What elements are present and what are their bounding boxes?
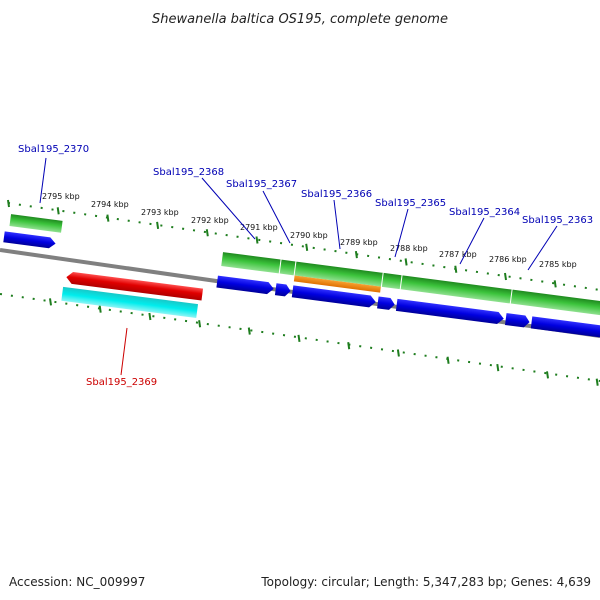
gene-feature-sbal195-2369[interactable]: [61, 271, 204, 318]
tick-label-2787: 2787 kbp: [439, 250, 477, 259]
tick-mark-minus: [98, 305, 102, 313]
ruler-ticks: [7, 199, 599, 386]
footer-topology: Topology: circular; Length: 5,347,283 bp…: [260, 575, 591, 589]
gene-label-sbal195-2367[interactable]: Sbal195_2367: [226, 179, 297, 190]
cds-arrow-2368[interactable]: [216, 275, 274, 295]
gene-label-sbal195-2369[interactable]: Sbal195_2369: [86, 377, 157, 388]
footer-accession: Accession: NC_009997: [9, 575, 145, 589]
ruler-tick-labels: 2795 kbp 2794 kbp 2793 kbp 2792 kbp 2791…: [42, 192, 577, 269]
gene-labels: Sbal195_2370 Sbal195_2369 Sbal195_2368 S…: [18, 144, 593, 388]
gene-label-sbal195-2368[interactable]: Sbal195_2368: [153, 167, 224, 178]
tick-mark-plus: [56, 207, 60, 215]
gene-green-2363[interactable]: [510, 289, 600, 317]
gene-green-2365[interactable]: [381, 272, 402, 290]
cds-arrow-2363[interactable]: [504, 313, 530, 328]
gene-feature-sbal195-2370[interactable]: [3, 214, 63, 250]
map-title: Shewanella baltica OS195, complete genom…: [152, 12, 448, 27]
tick-mark-plus: [504, 272, 507, 281]
tick-mark-minus: [148, 312, 152, 321]
tick-mark-minus: [347, 342, 351, 350]
label-leaders: [39, 157, 558, 376]
gene-green-2367[interactable]: [279, 259, 296, 276]
tick-label-2792: 2792 kbp: [191, 216, 229, 225]
gene-green-2364[interactable]: [400, 275, 512, 304]
tick-label-2788: 2788 kbp: [390, 244, 428, 253]
gene-green-2368[interactable]: [221, 252, 281, 274]
tick-mark-minus: [446, 356, 450, 364]
tick-mark-plus: [454, 265, 458, 273]
tick-mark-minus: [595, 378, 599, 386]
ruler-track-plus: [7, 202, 600, 291]
tick-label-2785: 2785 kbp: [539, 260, 577, 269]
cds-arrow-2369: [66, 271, 204, 301]
gene-label-sbal195-2366[interactable]: Sbal195_2366: [301, 189, 372, 200]
gene-green-2366[interactable]: [294, 261, 383, 287]
cds-arrow-2364[interactable]: [395, 298, 505, 325]
gene-feature-cluster-plus: [216, 252, 600, 340]
tick-mark-minus: [396, 349, 400, 357]
gene-label-sbal195-2365[interactable]: Sbal195_2365: [375, 198, 446, 209]
ruler-track-minus: [0, 293, 600, 382]
tick-label-2786: 2786 kbp: [489, 255, 527, 264]
tick-mark-minus: [198, 320, 202, 328]
cds-arrow-2367[interactable]: [274, 283, 291, 297]
tick-mark-plus: [106, 214, 110, 222]
cds-arrow-2366[interactable]: [291, 285, 377, 308]
gene-label-sbal195-2364[interactable]: Sbal195_2364: [449, 207, 520, 218]
gene-label-sbal195-2363[interactable]: Sbal195_2363: [522, 215, 593, 226]
tick-label-2790: 2790 kbp: [290, 231, 328, 240]
tick-mark-plus: [205, 229, 209, 237]
gene-orange-2366[interactable]: [293, 275, 381, 293]
tick-mark-minus: [546, 371, 549, 379]
tick-mark-minus: [247, 327, 251, 335]
tick-label-2794: 2794 kbp: [91, 200, 129, 209]
tick-mark-plus: [404, 258, 408, 266]
tick-mark-minus: [49, 298, 52, 306]
gene-cyan-2369: [61, 286, 199, 318]
tick-mark-minus: [297, 334, 301, 343]
tick-mark-plus: [156, 221, 160, 230]
tick-label-2791: 2791 kbp: [240, 223, 278, 232]
tick-mark-plus: [354, 250, 358, 259]
tick-mark-plus: [255, 236, 259, 244]
tick-mark-plus: [553, 280, 557, 288]
gene-label-sbal195-2370[interactable]: Sbal195_2370: [18, 144, 89, 155]
tick-mark-plus: [7, 199, 10, 208]
tick-label-2789: 2789 kbp: [340, 238, 378, 247]
cds-arrow-2362[interactable]: [530, 316, 600, 340]
tick-mark-minus: [496, 363, 500, 372]
tick-label-2793: 2793 kbp: [141, 208, 179, 217]
cds-arrow-2365[interactable]: [377, 296, 395, 310]
tick-label-2795: 2795 kbp: [42, 192, 80, 201]
tick-mark-plus: [305, 243, 309, 251]
